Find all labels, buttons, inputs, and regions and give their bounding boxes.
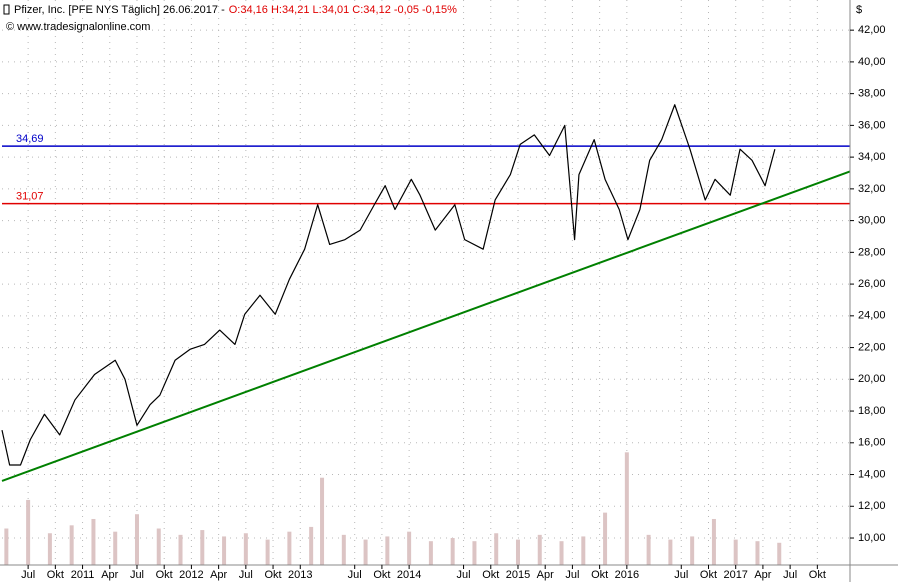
x-tick-label: Apr — [754, 569, 771, 581]
volume-bar — [494, 533, 499, 565]
volume-bar — [178, 534, 183, 565]
volume-bar — [91, 518, 96, 565]
x-tick-label: Jul — [130, 569, 144, 581]
x-tick-label: Jul — [348, 569, 362, 581]
volume-bar — [407, 531, 412, 565]
x-tick-label: 2015 — [506, 569, 530, 581]
volume-bar — [113, 531, 118, 565]
volume-bar — [363, 539, 368, 565]
volume-bar — [515, 539, 520, 565]
trend-line — [1, 170, 851, 482]
volume-bar — [265, 539, 270, 565]
volume-bar — [755, 541, 760, 565]
volume-bar — [711, 518, 716, 565]
quote: O:34,16 H:34,21 L:34,01 C:34,12 -0,05 -0… — [229, 4, 457, 16]
volume-bar — [243, 533, 248, 565]
volume-bar — [200, 530, 205, 565]
volume-bar — [646, 534, 651, 565]
volume-bar — [320, 477, 325, 565]
volume-bar — [581, 536, 586, 565]
x-tick-label: Jul — [783, 569, 797, 581]
x-tick-label: Jul — [674, 569, 688, 581]
volume-bar — [309, 526, 314, 565]
y-unit: $ — [856, 4, 862, 16]
source: © www.tradesignalonline.com — [6, 21, 150, 33]
y-tick-label: 36,00 — [858, 119, 886, 131]
x-tick-label: Okt — [700, 569, 717, 581]
x-tick-label: Okt — [373, 569, 390, 581]
x-tick-label: Jul — [565, 569, 579, 581]
plot-area: 34,69 31,07 — [1, 0, 851, 565]
x-tick-label: 2013 — [288, 569, 312, 581]
y-tick-label: 14,00 — [858, 468, 886, 480]
chart-title: Pfizer, Inc. [PFE NYS Täglich] 26.06.201… — [14, 4, 225, 16]
volume-bar — [624, 452, 629, 565]
x-tick-label: Jul — [457, 569, 471, 581]
level-label: 34,69 — [16, 133, 44, 145]
x-tick-label: Okt — [591, 569, 608, 581]
volume-bar — [26, 499, 31, 565]
volume-bar — [733, 539, 738, 565]
volume-bar — [4, 528, 9, 565]
volume-bar — [537, 534, 542, 565]
y-tick-label: 34,00 — [858, 151, 886, 163]
x-tick-label: Okt — [264, 569, 281, 581]
x-tick-label: Okt — [47, 569, 64, 581]
x-tick-label: 2016 — [615, 569, 639, 581]
x-tick-label: 2017 — [723, 569, 747, 581]
y-tick-label: 30,00 — [858, 215, 886, 227]
volume-bar — [450, 538, 455, 565]
volume-bar — [69, 525, 74, 565]
y-tick-label: 10,00 — [858, 532, 886, 544]
volume-bar — [603, 512, 608, 565]
y-tick-label: 18,00 — [858, 405, 886, 417]
volume-bar — [777, 542, 782, 565]
x-tick-label: Okt — [156, 569, 173, 581]
y-tick-label: 26,00 — [858, 278, 886, 290]
y-tick-label: 20,00 — [858, 373, 886, 385]
volume-bar — [472, 541, 477, 565]
y-tick-label: 28,00 — [858, 246, 886, 258]
volume-bar — [559, 541, 564, 565]
x-tick-label: Jul — [239, 569, 253, 581]
x-tick-label: 2012 — [179, 569, 203, 581]
x-tick-label: Jul — [21, 569, 35, 581]
volume-bar — [690, 536, 695, 565]
chart-icon — [3, 4, 10, 15]
x-tick-label: 2014 — [397, 569, 421, 581]
volume-bar — [222, 536, 227, 565]
level-label: 31,07 — [16, 191, 44, 203]
volume-bar — [156, 528, 161, 565]
y-tick-label: 40,00 — [858, 56, 886, 68]
x-tick-label: 2011 — [71, 569, 95, 581]
x-tick-label: Apr — [101, 569, 118, 581]
volume-bar — [385, 536, 390, 565]
y-tick-label: 12,00 — [858, 500, 886, 512]
volume-bar — [47, 533, 52, 565]
volume-bar — [287, 531, 292, 565]
y-tick-label: 38,00 — [858, 88, 886, 100]
y-tick-label: 22,00 — [858, 341, 886, 353]
y-tick-label: 24,00 — [858, 310, 886, 322]
volume-bar — [134, 514, 139, 565]
price-line — [1, 104, 776, 466]
y-tick-label: 42,00 — [858, 24, 886, 36]
volume-bar — [668, 539, 673, 565]
x-tick-label: Okt — [809, 569, 826, 581]
x-tick-label: Apr — [210, 569, 227, 581]
x-tick-label: Okt — [482, 569, 499, 581]
volume-bar — [428, 541, 433, 565]
volume-bar — [341, 534, 346, 565]
y-tick-label: 16,00 — [858, 437, 886, 449]
y-tick-label: 32,00 — [858, 183, 886, 195]
x-tick-label: Apr — [537, 569, 554, 581]
